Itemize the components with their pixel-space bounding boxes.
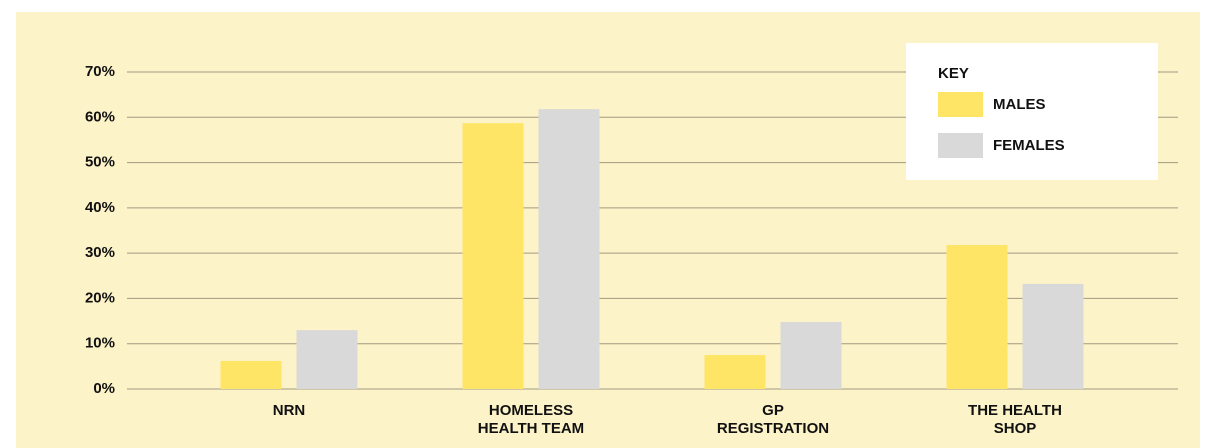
bar <box>296 330 358 389</box>
legend-swatch <box>938 133 983 158</box>
y-tick-label: 30% <box>85 244 115 261</box>
bar <box>780 321 842 389</box>
x-tick-label: NRN <box>272 402 306 419</box>
y-tick-label: 0% <box>93 380 115 397</box>
bar <box>1022 283 1084 389</box>
legend-swatch <box>938 92 983 117</box>
bar <box>946 244 1008 389</box>
y-tick-label: 50% <box>85 154 115 171</box>
x-tick-label: GP REGISTRATION <box>716 402 830 437</box>
y-tick-label: 20% <box>85 289 115 306</box>
x-tick-label: HOMELESS HEALTH TEAM <box>477 402 585 437</box>
bar <box>538 109 600 390</box>
legend-title: KEY <box>938 65 969 82</box>
x-tick-label: THE HEALTH SHOP <box>968 402 1062 437</box>
bar <box>704 355 766 389</box>
bar <box>220 360 282 389</box>
legend-label: FEMALES <box>993 137 1065 154</box>
y-tick-label: 10% <box>85 335 115 352</box>
y-tick-label: 70% <box>85 63 115 80</box>
y-tick-label: 40% <box>85 199 115 216</box>
y-tick-label: 60% <box>85 108 115 125</box>
legend-label: MALES <box>993 96 1046 113</box>
bar <box>462 123 524 390</box>
